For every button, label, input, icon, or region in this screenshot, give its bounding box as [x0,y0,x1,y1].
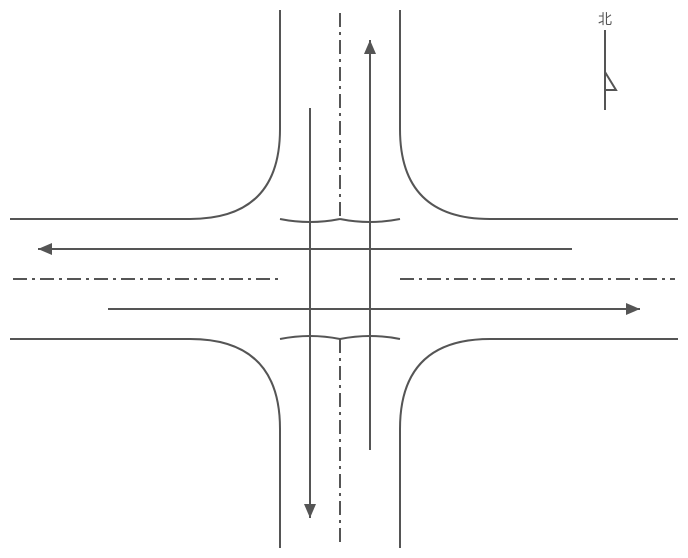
road-edge-ne [400,10,678,219]
compass-label: 北 [598,11,612,27]
road-edge-se [400,339,678,548]
road-edge-nw [10,10,280,219]
road-edge-sw [10,339,280,548]
compass-icon: 北 [598,11,616,110]
intersection-diagram: 北 [0,0,688,558]
